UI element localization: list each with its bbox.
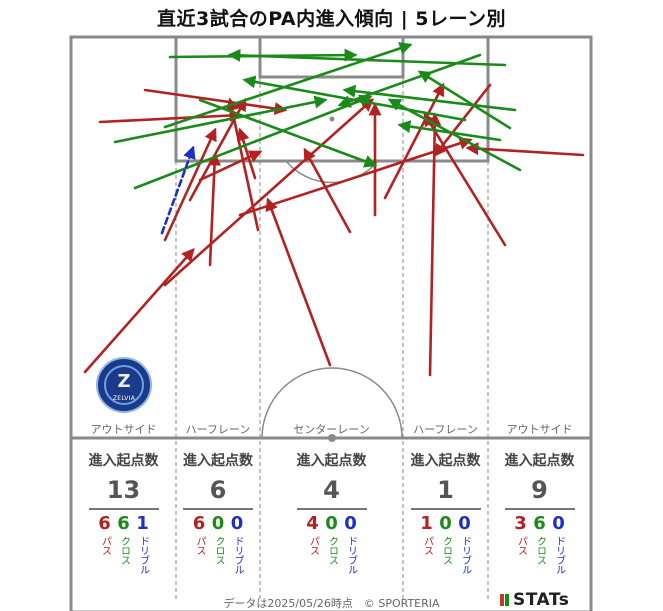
dribble-label: ドリブル [137,536,149,574]
pass-count: 3 [514,513,527,534]
cross-label: クロス [440,536,452,565]
lane-label-center: センターレーン [293,423,370,436]
dribble-count: 0 [552,513,565,534]
stat-total: 4 [323,476,340,504]
pass-count: 6 [192,513,206,534]
stat-divider [410,508,481,510]
brand-text: STATs [513,590,570,610]
pass-arrow [303,147,352,234]
stat-divider [88,508,159,510]
lane-stats-halflane-left: 進入起点数 6 6 パス 0 クロス 0 ドリブル [176,450,260,580]
pass-label: パス [421,536,433,555]
cross-arrow [113,95,328,144]
dribble-arrow [160,145,196,235]
lane-stats-halflane-right: 進入起点数 1 1 パス 0 クロス 0 ドリブル [403,450,488,580]
pass-arrow [198,150,263,182]
cross-label: クロス [213,536,224,565]
pass-label: パス [307,536,319,555]
cross-arrow [163,42,413,129]
entry-arrows [83,42,585,377]
lane-stats-outside-right: 進入起点数 9 3 パス 6 クロス 0 ドリブル [488,450,591,580]
emblem-text: ZELVIA [112,395,136,402]
pass-label: パス [99,536,111,555]
cross-arrow [387,98,522,172]
pass-arrow [163,127,217,242]
pass-arrow [163,98,374,287]
pass-arrow [383,82,445,200]
pass-label: パス [515,536,527,555]
lane-stats-center: 進入起点数 4 4 パス 0 クロス 0 ドリブル [260,450,403,580]
lane-label-halflane-right: ハーフレーン [413,423,478,436]
stat-total: 13 [106,476,141,504]
lane-label-halflane-left: ハーフレーン [185,423,251,436]
cross-arrow [397,120,502,142]
lane-stats-outside-left: 進入起点数 13 6 パス 6 クロス 1 ドリブル [71,450,176,580]
pass-arrow [265,197,332,367]
stat-divider [296,508,367,510]
pass-arrow [208,152,222,267]
cross-count: 0 [211,513,225,534]
club-emblem-icon: Z ZELVIA [96,357,152,413]
brand-mark-icon [500,594,504,606]
cross-count: 6 [533,513,546,534]
pass-arrow [423,112,507,247]
stat-header: 進入起点数 [296,453,367,469]
pass-count: 1 [420,513,433,534]
stat-divider [183,508,253,510]
pitch-lines [69,35,593,611]
dribble-count: 0 [344,513,357,534]
stat-total: 9 [531,476,548,504]
stat-header: 進入起点数 [504,453,575,469]
cross-arrow [417,70,512,130]
page-title: 直近3試合のPA内進入傾向 | 5レーン別 [156,8,507,30]
pass-arrow [428,112,442,377]
pass-count: 6 [98,513,111,534]
stat-divider [504,508,575,510]
stat-total: 6 [209,476,227,504]
pass-count: 4 [306,513,319,534]
cross-label: クロス [534,536,546,565]
dribble-count: 0 [458,513,471,534]
footer-credit: データは2025/05/26時点 © SPORTERIA [223,597,440,610]
penalty-spot [329,116,335,122]
pass-arrow [236,127,257,180]
lane-label-outside-left: アウトサイド [90,423,157,436]
dribble-label: ドリブル [459,536,471,574]
dribble-label: ドリブル [553,536,565,574]
dribble-count: 1 [136,513,149,534]
cross-label: クロス [326,536,338,565]
pass-label: パス [194,536,205,555]
dribble-label: ドリブル [345,536,357,574]
cross-arrow [337,53,482,108]
cross-arrow [198,98,378,168]
dribble-count: 0 [230,513,244,534]
center-spot [328,434,336,442]
pass-arrow [83,248,195,374]
lane-label-outside-right: アウトサイド [506,423,573,436]
penalty-arc [285,160,379,184]
pass-arrow [98,109,243,124]
pass-arrow [238,137,473,217]
pass-arrow [143,88,288,115]
cross-count: 0 [439,513,452,534]
cross-count: 0 [325,513,338,534]
cross-count: 6 [117,513,130,534]
stat-header: 進入起点数 [183,453,253,469]
dribble-label: ドリブル [232,536,243,574]
cross-label: クロス [118,536,130,565]
stat-header: 進入起点数 [410,453,481,469]
center-circle-arc [261,367,403,439]
cross-arrow [133,94,373,190]
pass-arrow [465,142,585,157]
stat-total: 1 [437,476,454,504]
cross-arrow [242,75,467,122]
brand-logo: STATs [500,590,569,610]
stat-header: 進入起点数 [88,453,159,469]
